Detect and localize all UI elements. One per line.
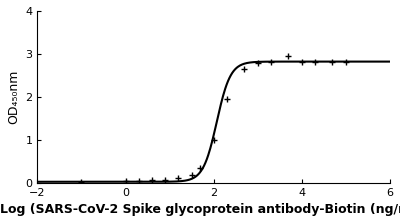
- Point: [162, 178, 168, 182]
- Point: [298, 60, 305, 63]
- Y-axis label: OD₄₅₀nm: OD₄₅₀nm: [7, 70, 20, 124]
- Point: [285, 54, 292, 58]
- Point: [268, 60, 274, 63]
- Point: [122, 180, 129, 183]
- Point: [329, 61, 336, 64]
- Point: [136, 179, 142, 183]
- Point: [78, 180, 85, 184]
- Point: [210, 138, 217, 142]
- Point: [312, 61, 318, 64]
- X-axis label: Log (SARS-CoV-2 Spike glycoprotein antibody-Biotin (ng/ml)): Log (SARS-CoV-2 Spike glycoprotein antib…: [0, 203, 400, 216]
- Point: [188, 173, 195, 177]
- Point: [342, 61, 349, 64]
- Point: [197, 166, 204, 169]
- Point: [175, 177, 182, 180]
- Point: [149, 179, 155, 182]
- Point: [224, 97, 230, 101]
- Point: [241, 67, 248, 71]
- Point: [254, 62, 261, 65]
